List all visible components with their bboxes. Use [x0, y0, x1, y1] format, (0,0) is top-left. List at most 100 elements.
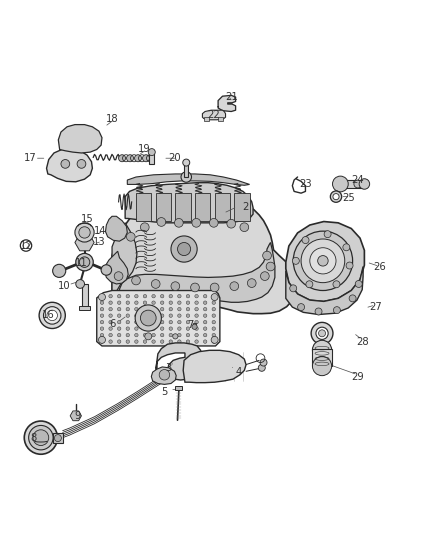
Circle shape	[134, 320, 138, 324]
Circle shape	[75, 223, 94, 242]
Circle shape	[174, 219, 183, 227]
Circle shape	[324, 231, 331, 238]
Polygon shape	[120, 243, 275, 306]
Bar	[82, 284, 88, 308]
Circle shape	[109, 340, 112, 343]
Circle shape	[169, 314, 173, 317]
Bar	[312, 349, 332, 366]
Circle shape	[349, 295, 356, 302]
Circle shape	[134, 294, 138, 298]
Circle shape	[117, 320, 121, 324]
Circle shape	[143, 308, 147, 311]
Circle shape	[258, 364, 265, 372]
Circle shape	[343, 244, 350, 251]
Circle shape	[24, 421, 57, 454]
Circle shape	[212, 327, 215, 330]
Circle shape	[209, 219, 218, 227]
Polygon shape	[155, 343, 201, 380]
Circle shape	[126, 294, 130, 298]
Polygon shape	[125, 183, 253, 223]
Circle shape	[33, 430, 49, 446]
Circle shape	[195, 314, 198, 317]
Circle shape	[169, 340, 173, 343]
Text: 11: 11	[75, 258, 88, 268]
Circle shape	[157, 217, 166, 227]
Circle shape	[152, 327, 155, 330]
Circle shape	[143, 327, 147, 330]
Circle shape	[333, 281, 340, 288]
Circle shape	[195, 294, 198, 298]
Circle shape	[169, 308, 173, 311]
Circle shape	[100, 340, 104, 343]
Circle shape	[126, 327, 130, 330]
Circle shape	[109, 308, 112, 311]
Bar	[79, 306, 90, 310]
Text: 5: 5	[161, 387, 168, 397]
Circle shape	[169, 333, 173, 337]
Circle shape	[186, 294, 190, 298]
Circle shape	[160, 340, 164, 343]
Circle shape	[99, 294, 106, 301]
Circle shape	[160, 308, 164, 311]
Circle shape	[100, 301, 104, 304]
Circle shape	[141, 310, 156, 326]
Circle shape	[195, 320, 198, 324]
Circle shape	[134, 155, 141, 161]
Circle shape	[79, 227, 90, 238]
Circle shape	[333, 306, 340, 313]
Circle shape	[23, 243, 29, 248]
Text: 13: 13	[92, 237, 105, 247]
Circle shape	[266, 262, 275, 271]
Circle shape	[134, 333, 138, 337]
Bar	[175, 386, 182, 390]
Circle shape	[310, 248, 336, 274]
Text: 24: 24	[352, 175, 364, 185]
Circle shape	[195, 308, 198, 311]
Circle shape	[117, 314, 121, 317]
Circle shape	[260, 359, 267, 366]
Circle shape	[292, 257, 299, 264]
Circle shape	[109, 314, 112, 317]
Polygon shape	[106, 216, 127, 241]
Text: 18: 18	[106, 114, 118, 124]
Circle shape	[359, 179, 370, 189]
Circle shape	[311, 322, 333, 344]
Circle shape	[79, 257, 90, 268]
Text: 8: 8	[30, 433, 36, 442]
Circle shape	[43, 306, 61, 324]
Circle shape	[181, 172, 191, 182]
Circle shape	[109, 294, 112, 298]
Polygon shape	[183, 350, 246, 383]
Circle shape	[126, 333, 130, 337]
Circle shape	[47, 310, 57, 321]
Circle shape	[101, 265, 112, 275]
Circle shape	[178, 314, 181, 317]
Circle shape	[160, 294, 164, 298]
Circle shape	[54, 434, 61, 441]
Circle shape	[151, 280, 160, 288]
Circle shape	[192, 324, 197, 329]
Circle shape	[203, 340, 207, 343]
Bar	[218, 117, 223, 121]
Circle shape	[117, 333, 121, 337]
Circle shape	[203, 327, 207, 330]
Circle shape	[230, 282, 239, 290]
Circle shape	[330, 191, 342, 203]
Circle shape	[135, 305, 161, 331]
Circle shape	[152, 308, 155, 311]
Polygon shape	[155, 193, 171, 221]
Bar	[53, 433, 63, 443]
Circle shape	[160, 327, 164, 330]
Text: 9: 9	[74, 411, 80, 421]
Circle shape	[178, 301, 181, 304]
Circle shape	[28, 425, 53, 450]
Text: 3: 3	[166, 363, 172, 373]
Circle shape	[203, 294, 207, 298]
Circle shape	[315, 308, 322, 315]
Polygon shape	[202, 110, 226, 120]
Circle shape	[355, 280, 362, 287]
Circle shape	[134, 301, 138, 304]
Circle shape	[195, 340, 198, 343]
Circle shape	[261, 272, 269, 280]
Circle shape	[332, 176, 348, 192]
